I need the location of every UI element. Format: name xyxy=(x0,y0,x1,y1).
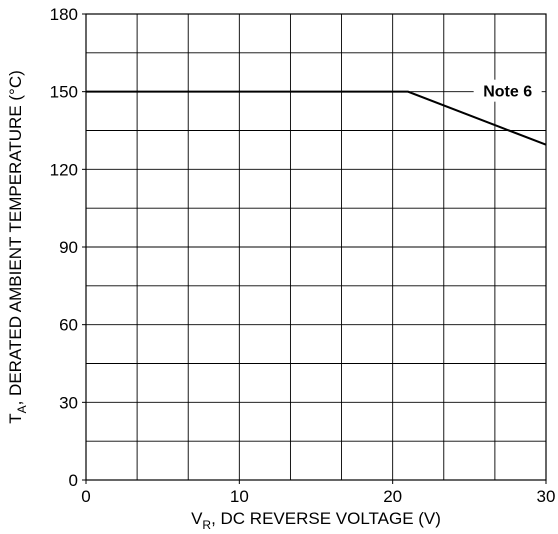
x-tick-label: 20 xyxy=(383,487,402,506)
y-tick-labels: 0 30 60 90 120 150 180 xyxy=(50,5,86,490)
annotation-label: Note 6 xyxy=(483,84,532,101)
y-tick-label: 60 xyxy=(59,316,78,335)
series-line xyxy=(86,90,547,146)
y-axis-title: TA, DERATED AMBIENT TEMPERATURE (°C) xyxy=(6,70,29,424)
y-axis-title-subscript: A xyxy=(15,405,29,413)
x-tick-labels: 0 10 20 30 xyxy=(81,480,555,506)
y-axis-title-rest: , DERATED AMBIENT TEMPERATURE (°C) xyxy=(6,70,25,405)
x-axis-title-main: V xyxy=(191,509,203,528)
y-tick-label: 30 xyxy=(59,393,78,412)
x-axis-title-subscript: R xyxy=(202,518,211,532)
y-tick-label: 0 xyxy=(69,471,78,490)
x-tick-label: 10 xyxy=(230,487,249,506)
y-tick-label: 150 xyxy=(50,83,78,102)
y-tick-label: 120 xyxy=(50,160,78,179)
y-axis-title-main: T xyxy=(6,413,25,423)
x-axis-title-rest: , DC REVERSE VOLTAGE (V) xyxy=(211,509,441,528)
x-axis-title: VR, DC REVERSE VOLTAGE (V) xyxy=(191,509,441,532)
annotation-background xyxy=(473,79,542,102)
y-tick-label: 90 xyxy=(59,238,78,257)
annotation-layer: Note 6 xyxy=(473,79,542,102)
x-tick-label: 30 xyxy=(537,487,556,506)
series-layer xyxy=(86,90,547,146)
x-tick-label: 0 xyxy=(81,487,90,506)
y-tick-label: 180 xyxy=(50,5,78,24)
